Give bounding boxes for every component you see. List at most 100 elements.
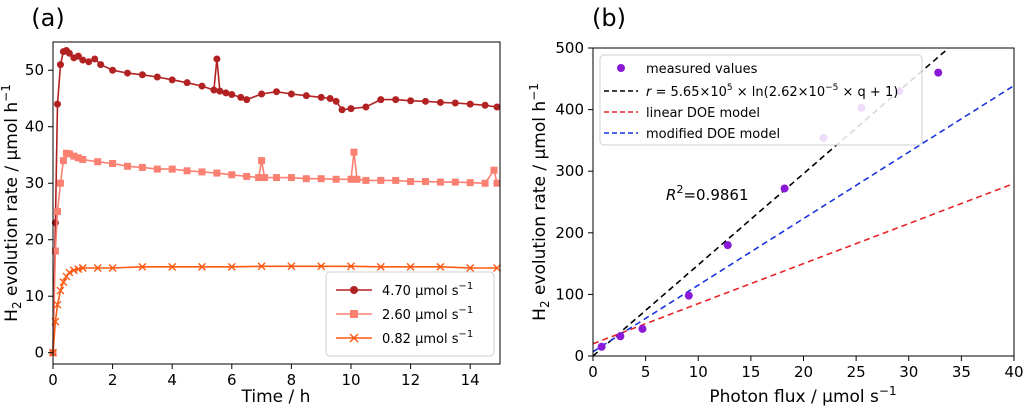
legend-item-log-fit: r = 5.65×105 × ln(2.62×10−5 × q + 1)	[604, 83, 898, 100]
a-x-tick-label: 4	[167, 371, 177, 389]
data-point	[466, 263, 475, 272]
data-point	[198, 262, 206, 271]
data-point	[376, 262, 385, 271]
panel-a-y-label: H2 evolution rate / μmol h−1	[0, 84, 24, 322]
data-point	[493, 263, 502, 272]
data-point	[138, 163, 146, 171]
legend-label-modified-doe: modified DOE model	[646, 127, 780, 142]
data-point	[451, 99, 459, 107]
data-point	[350, 148, 358, 156]
b-x-tick-label: 15	[741, 363, 760, 381]
data-point	[273, 88, 280, 96]
measured-point	[638, 324, 647, 333]
data-point	[257, 262, 266, 271]
a-y-tick-label: 40	[25, 118, 44, 136]
data-point	[302, 175, 310, 183]
data-point	[338, 106, 346, 114]
legend-label-2-60: 2.60 μmol s−1	[382, 305, 473, 323]
data-point	[56, 286, 65, 295]
panel-a-frame	[52, 41, 501, 365]
b-y-tick-label: 200	[555, 224, 584, 242]
panel-b-label: (b)	[592, 4, 626, 32]
data-point	[74, 154, 82, 162]
legend-label-log-fit: r = 5.65×105 × ln(2.62×10−5 × q + 1)	[646, 83, 898, 100]
data-point	[70, 152, 78, 160]
data-point	[258, 157, 266, 165]
measured-point	[723, 241, 732, 250]
data-point	[362, 103, 370, 111]
data-point	[78, 263, 87, 272]
panel-b-y-label: H2 evolution rate / μmol h−1	[527, 83, 552, 321]
measured-point	[684, 291, 693, 300]
legend-item-4-70: 4.70 μmol s−1	[336, 281, 473, 299]
panel-b-x-label: Photon flux / μmol s−1	[709, 384, 896, 407]
data-point	[407, 178, 415, 186]
legend-label-4-70: 4.70 μmol s−1	[382, 281, 473, 299]
data-point	[222, 89, 230, 97]
a-y-tick-label: 50	[25, 61, 44, 79]
b-y-tick-label: 400	[555, 101, 584, 119]
data-point	[436, 178, 444, 186]
data-point	[362, 176, 370, 184]
data-point	[213, 55, 221, 63]
legend-marker-0-82	[349, 333, 359, 343]
data-point	[198, 168, 206, 176]
panel-a-x-ticks: 0 2 4 6 8 10 12 14	[48, 364, 480, 389]
data-point	[255, 174, 263, 182]
b-x-tick-label: 0	[588, 363, 598, 381]
data-point	[392, 96, 400, 104]
data-point	[59, 278, 68, 287]
data-point	[228, 171, 236, 179]
data-point	[332, 175, 340, 183]
data-point	[422, 178, 429, 186]
data-point	[317, 175, 325, 183]
data-point	[198, 82, 206, 90]
fit-line-2	[593, 84, 1014, 353]
data-point	[65, 49, 73, 57]
data-point	[51, 247, 59, 255]
a-y-tick-label: 20	[25, 231, 44, 249]
data-point	[287, 262, 296, 271]
data-point	[183, 167, 191, 175]
panel-b-x-ticks: 0 5 10 15 20 25 30 35 40	[588, 356, 1024, 381]
legend-label-0-82: 0.82 μmol s−1	[382, 329, 473, 347]
data-point	[347, 262, 355, 271]
data-point	[124, 162, 131, 170]
legend-marker-2-60	[350, 310, 358, 318]
data-point	[493, 103, 501, 111]
data-point	[258, 90, 266, 98]
data-point	[65, 268, 74, 277]
legend-item-0-82: 0.82 μmol s−1	[336, 329, 473, 347]
data-point	[466, 100, 474, 108]
data-point	[377, 96, 385, 104]
data-point	[93, 263, 102, 272]
data-point	[91, 55, 99, 63]
data-point	[124, 69, 131, 77]
data-point	[422, 97, 429, 105]
panel-b: (b) 0 5 10 15 20 25 30 35 40 0 100 200 300 400 500 Ph…	[527, 4, 1024, 407]
fit-line-1	[593, 182, 1014, 345]
data-point	[138, 262, 147, 271]
data-point	[493, 179, 501, 187]
fit-line-0	[593, 48, 950, 356]
data-point	[85, 58, 93, 66]
b-y-tick-label: 300	[555, 162, 584, 180]
data-point	[168, 165, 176, 173]
b-x-tick-label: 5	[641, 363, 651, 381]
a-x-tick-label: 12	[401, 371, 420, 389]
data-point	[74, 52, 82, 60]
panel-a-y-ticks: 0 10 20 30 40 50	[25, 61, 53, 362]
data-point	[243, 96, 251, 104]
data-point	[353, 175, 361, 183]
data-point	[490, 166, 498, 174]
data-point	[406, 262, 415, 271]
data-point	[332, 97, 340, 105]
b-x-tick-label: 40	[1004, 363, 1023, 381]
data-point	[228, 91, 236, 99]
measured-point	[780, 184, 789, 193]
data-point	[53, 300, 62, 309]
data-point	[261, 174, 269, 182]
data-point	[56, 179, 64, 187]
panel-a: (a) 0 2 4 6 8 10 12 14 0 10 20 30 40 50 Time / h H2 …	[0, 4, 502, 407]
